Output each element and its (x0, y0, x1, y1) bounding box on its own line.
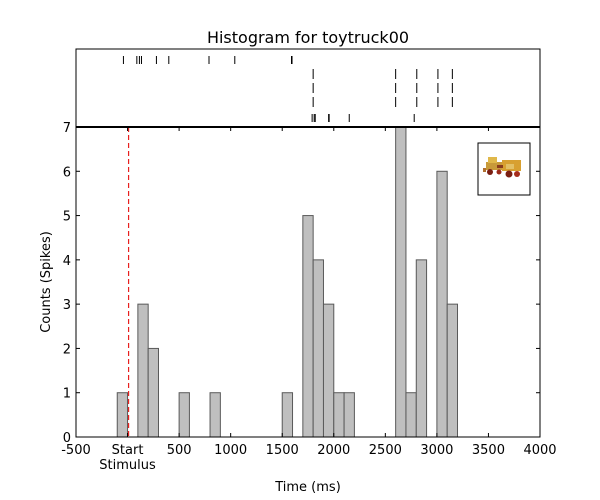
stimulus-thumbnail (477, 142, 531, 196)
x-tick-label: 3000 (420, 443, 453, 458)
histogram-bar (312, 259, 324, 438)
y-tick-label: 1 (63, 387, 71, 402)
chart-title: Histogram for toytruck00 (207, 28, 409, 47)
toy-truck-image (483, 157, 521, 178)
y-tick-label: 3 (63, 298, 71, 313)
histogram-bar (343, 392, 355, 438)
histogram-bar (137, 303, 149, 438)
x-tick-sublabel: Stimulus (99, 458, 156, 473)
x-axis-label: Time (ms) (274, 480, 341, 495)
histogram-bar (178, 392, 190, 438)
x-tick-label: -500 (61, 443, 91, 458)
histogram-bar (333, 392, 345, 438)
histogram-bar (322, 303, 335, 438)
histogram-bar (209, 392, 221, 438)
x-tick-label: 2500 (369, 443, 402, 458)
x-tick-label: 3500 (472, 443, 505, 458)
x-tick-label: 1000 (214, 443, 247, 458)
histogram-bar (415, 259, 428, 438)
histogram-bar (116, 392, 129, 438)
x-tick-label: 2000 (317, 443, 350, 458)
histogram-bar (395, 126, 407, 438)
raster-panel (75, 48, 541, 128)
histogram-bar (281, 392, 294, 438)
histogram-bar (302, 215, 314, 438)
raster-ticks (122, 56, 453, 122)
y-axis-label: Counts (Spikes) (39, 231, 54, 333)
y-tick-label: 4 (63, 254, 71, 269)
y-tick-label: 7 (63, 121, 71, 136)
x-tick-label: 4000 (523, 443, 556, 458)
histogram-bar (405, 392, 417, 438)
y-tick-label: 2 (63, 342, 71, 357)
histogram-bars (116, 126, 459, 438)
histogram-bar (147, 347, 159, 438)
x-tick-label: 500 (167, 443, 192, 458)
y-tick-label: 6 (63, 165, 71, 180)
raster-frame (75, 48, 541, 128)
y-tick-label: 0 (63, 431, 71, 446)
histogram-bar (436, 170, 448, 438)
y-tick-label: 5 (63, 210, 71, 225)
x-tick-label: 1500 (266, 443, 299, 458)
x-tick-label: Start (112, 443, 144, 458)
histogram-bar (446, 303, 459, 438)
y-axis: 0 1 2 3 4 5 6 7 (63, 121, 540, 446)
